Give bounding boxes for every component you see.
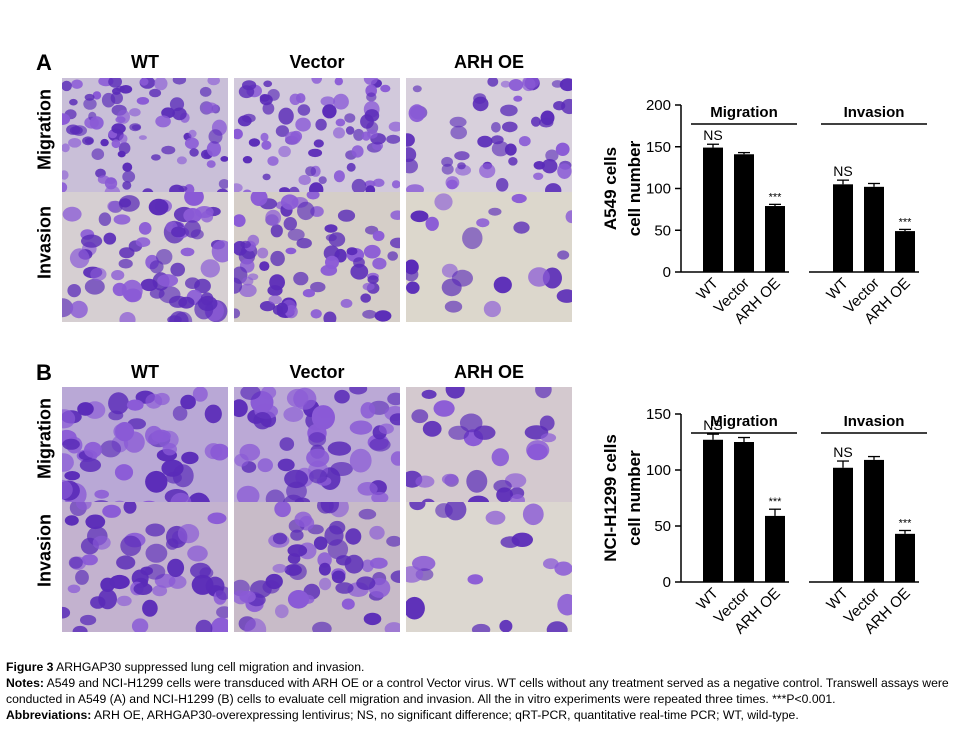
significance-label: NS (833, 163, 852, 179)
figure-title: ARHGAP30 suppressed lung cell migration … (53, 660, 365, 674)
column-label-wt-a: WT (131, 52, 159, 72)
significance-label: *** (769, 191, 783, 203)
row-label-invasion-a: Invasion (34, 205, 55, 280)
panel-letter-a: A (36, 50, 52, 75)
group-label: Invasion (844, 104, 905, 121)
y-tick-label: 0 (663, 574, 671, 591)
column-label-arh-oe-b: ARH OE (453, 362, 524, 382)
column-label-wt-b: WT (131, 362, 159, 382)
bar (765, 206, 785, 272)
category-label: ARH OE (861, 275, 914, 328)
bar (734, 442, 754, 582)
caption-title-line: Figure 3 ARHGAP30 suppressed lung cell m… (6, 659, 951, 675)
y-tick-label: 50 (654, 518, 671, 535)
significance-label: NS (703, 417, 722, 433)
y-axis-label: cell number (625, 450, 644, 546)
column-label-arh-oe-a: ARH OE (453, 52, 524, 72)
micrograph-b-invasion-arh-oe (406, 502, 572, 632)
category-label: WT (693, 275, 722, 304)
bar (895, 231, 915, 272)
category-label: WT (823, 585, 852, 614)
category-label: Vector (841, 585, 883, 627)
figure-caption: Figure 3 ARHGAP30 suppressed lung cell m… (6, 659, 951, 723)
significance-label: *** (899, 216, 913, 228)
significance-label: *** (899, 517, 913, 529)
micrograph-a-migration-arh-oe (406, 78, 572, 208)
category-label: Vector (711, 275, 753, 317)
y-tick-label: 100 (646, 181, 671, 198)
micrograph-b-migration-arh-oe (406, 387, 572, 517)
caption-notes: Notes: A549 and NCI-H1299 cells were tra… (6, 675, 951, 707)
micrograph-a-invasion-wt (62, 192, 228, 322)
y-axis-label: NCI-H1299 cells (601, 434, 620, 562)
bar (833, 184, 853, 272)
group-label: Migration (710, 413, 778, 430)
y-tick-label: 150 (646, 139, 671, 156)
caption-abbreviations: Abbreviations: ARH OE, ARHGAP30-overexpr… (6, 707, 951, 723)
bar (703, 147, 723, 272)
y-tick-label: 50 (654, 222, 671, 239)
bar (833, 467, 853, 582)
column-label-vector-b: Vector (289, 362, 345, 382)
category-label: ARH OE (731, 585, 784, 638)
row-label-migration-b: Migration (34, 398, 55, 479)
column-label-vector-a: Vector (289, 52, 345, 72)
panel-letter-b: B (36, 360, 52, 385)
category-label: Vector (711, 585, 753, 627)
group-label: Invasion (844, 413, 905, 430)
bar (864, 186, 884, 272)
category-label: WT (693, 585, 722, 614)
category-label: WT (823, 275, 852, 304)
category-label: ARH OE (731, 275, 784, 328)
significance-label: *** (769, 496, 783, 508)
micrograph-a-invasion-vector (234, 192, 400, 322)
bar (864, 459, 884, 582)
micrograph-b-invasion-vector (234, 502, 400, 632)
y-tick-label: 100 (646, 462, 671, 479)
significance-label: NS (703, 127, 722, 143)
row-label-invasion-b: Invasion (34, 513, 55, 588)
abbreviations-text: ARH OE, ARHGAP30-overexpressing lentivir… (91, 708, 799, 722)
micrograph-b-invasion-wt (62, 502, 228, 632)
notes-text: A549 and NCI-H1299 cells were transduced… (6, 676, 949, 706)
bar (895, 533, 915, 582)
micrograph-b-migration-wt (62, 387, 228, 517)
significance-label: NS (833, 444, 852, 460)
figure-label: Figure 3 (6, 660, 54, 674)
micrograph-b-migration-vector (234, 387, 400, 517)
category-label: ARH OE (861, 585, 914, 638)
y-axis-label: A549 cells (601, 147, 620, 230)
y-axis-label: cell number (625, 140, 644, 236)
y-tick-label: 0 (663, 264, 671, 281)
category-label: Vector (841, 275, 883, 317)
notes-label: Notes: (6, 676, 44, 690)
y-tick-label: 150 (646, 406, 671, 423)
bar (734, 154, 754, 272)
row-label-migration-a: Migration (34, 89, 55, 170)
micrograph-a-migration-wt (62, 78, 228, 208)
micrograph-a-migration-vector (234, 78, 400, 208)
group-label: Migration (710, 104, 778, 121)
bar (765, 515, 785, 582)
bar (703, 439, 723, 582)
micrograph-a-invasion-arh-oe (406, 192, 572, 322)
abbreviations-label: Abbreviations: (6, 708, 92, 722)
y-tick-label: 200 (646, 97, 671, 114)
